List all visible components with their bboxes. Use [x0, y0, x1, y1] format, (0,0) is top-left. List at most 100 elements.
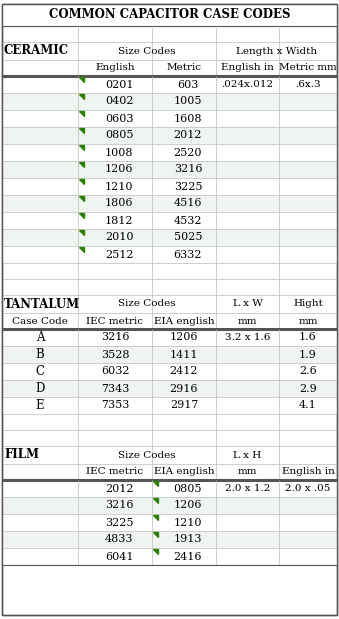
Bar [2, 161, 337, 178]
Text: IEC metric: IEC metric [86, 316, 143, 326]
Polygon shape [79, 213, 84, 218]
Bar [2, 346, 337, 363]
Text: EIA english: EIA english [154, 467, 214, 477]
Text: 1913: 1913 [174, 534, 202, 545]
Text: L x W: L x W [233, 300, 262, 308]
Text: 2917: 2917 [170, 400, 198, 410]
Text: 1411: 1411 [170, 350, 198, 360]
Text: 6332: 6332 [174, 249, 202, 259]
Text: 2010: 2010 [105, 233, 133, 243]
Text: Metric: Metric [166, 64, 201, 72]
Text: 1206: 1206 [170, 332, 198, 342]
Text: Size Codes: Size Codes [118, 300, 176, 308]
Text: EIA english: EIA english [154, 316, 214, 326]
Bar [2, 363, 337, 380]
Text: 2.9: 2.9 [299, 384, 317, 394]
Text: 2416: 2416 [174, 552, 202, 561]
Polygon shape [79, 77, 84, 82]
Polygon shape [79, 162, 84, 167]
Bar [2, 93, 337, 110]
Bar [2, 397, 337, 414]
Text: 1206: 1206 [105, 165, 133, 175]
Text: 7343: 7343 [101, 384, 129, 394]
Text: 3.2 x 1.6: 3.2 x 1.6 [225, 333, 270, 342]
Text: Metric mm: Metric mm [279, 64, 337, 72]
Bar [2, 380, 337, 397]
Text: 1008: 1008 [105, 147, 133, 157]
Text: 1608: 1608 [174, 113, 202, 124]
Polygon shape [153, 481, 158, 486]
Bar [2, 246, 337, 263]
Text: Length x Width: Length x Width [236, 46, 317, 56]
Text: Hight: Hight [293, 300, 323, 308]
Text: 3216: 3216 [174, 165, 202, 175]
Polygon shape [79, 230, 84, 235]
Text: .024x.012: .024x.012 [221, 80, 274, 89]
Text: 3528: 3528 [101, 350, 129, 360]
Text: TANTALUM: TANTALUM [4, 298, 80, 311]
Text: 2916: 2916 [170, 384, 198, 394]
Text: mm: mm [298, 316, 318, 326]
Text: 1210: 1210 [105, 181, 133, 191]
Bar [2, 4, 337, 26]
Bar [2, 480, 337, 497]
Text: 3216: 3216 [105, 501, 133, 511]
Text: 4.1: 4.1 [299, 400, 317, 410]
Polygon shape [153, 532, 158, 537]
Text: 1812: 1812 [105, 215, 133, 225]
Text: 5025: 5025 [174, 233, 202, 243]
Text: IEC metric: IEC metric [86, 467, 143, 477]
Polygon shape [153, 498, 158, 503]
Text: C: C [36, 365, 44, 378]
Text: A: A [36, 331, 44, 344]
Text: 1206: 1206 [174, 501, 202, 511]
Text: 6032: 6032 [101, 366, 129, 376]
Text: B: B [36, 348, 44, 361]
Text: mm: mm [238, 316, 257, 326]
Bar [2, 76, 337, 93]
Bar [2, 329, 337, 346]
Text: 1210: 1210 [174, 517, 202, 527]
Text: 3225: 3225 [174, 181, 202, 191]
Text: 2412: 2412 [170, 366, 198, 376]
Text: 3225: 3225 [105, 517, 133, 527]
Text: Size Codes: Size Codes [118, 46, 176, 56]
Text: 2.6: 2.6 [299, 366, 317, 376]
Text: 7353: 7353 [101, 400, 129, 410]
Text: 1806: 1806 [105, 199, 133, 209]
Text: 4833: 4833 [105, 534, 133, 545]
Text: 2012: 2012 [105, 483, 133, 493]
Text: 2.0 x .05: 2.0 x .05 [285, 484, 331, 493]
Bar [2, 110, 337, 127]
Bar [2, 212, 337, 229]
Polygon shape [79, 128, 84, 133]
Text: English: English [95, 64, 135, 72]
Text: 2512: 2512 [105, 249, 133, 259]
Polygon shape [79, 145, 84, 150]
Text: English in: English in [282, 467, 335, 477]
Polygon shape [79, 179, 84, 184]
Text: 2012: 2012 [174, 131, 202, 141]
Text: COMMON CAPACITOR CASE CODES: COMMON CAPACITOR CASE CODES [49, 9, 290, 22]
Text: 1.9: 1.9 [299, 350, 317, 360]
Bar [2, 548, 337, 565]
Text: 1005: 1005 [174, 97, 202, 106]
Polygon shape [79, 94, 84, 99]
Text: 3216: 3216 [101, 332, 129, 342]
Bar [2, 531, 337, 548]
Text: D: D [35, 382, 45, 395]
Text: Size Codes: Size Codes [118, 451, 176, 459]
Bar [2, 195, 337, 212]
Text: 0201: 0201 [105, 79, 133, 90]
Bar [2, 178, 337, 195]
Polygon shape [79, 247, 84, 252]
Text: .6x.3: .6x.3 [295, 80, 321, 89]
Polygon shape [153, 549, 158, 554]
Bar [2, 229, 337, 246]
Text: Case Code: Case Code [12, 316, 68, 326]
Text: FILM: FILM [4, 449, 39, 462]
Polygon shape [79, 196, 84, 201]
Text: 4532: 4532 [174, 215, 202, 225]
Text: 0805: 0805 [174, 483, 202, 493]
Text: 2520: 2520 [174, 147, 202, 157]
